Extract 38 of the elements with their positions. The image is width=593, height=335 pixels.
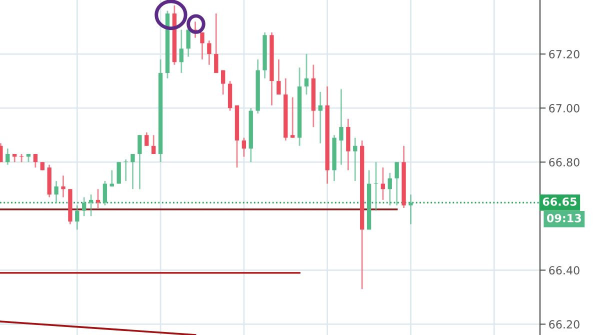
y-tick-label: 66.40 — [549, 266, 580, 275]
candlestick — [214, 12, 218, 74]
candlestick — [221, 70, 226, 96]
candlestick — [408, 194, 413, 225]
candlestick — [207, 40, 212, 66]
candlestick — [54, 180, 58, 204]
y-tick-label: 66.20 — [549, 320, 580, 329]
candlestick — [6, 148, 10, 166]
candlestick — [242, 137, 246, 158]
candlestick — [290, 96, 295, 138]
candlestick — [318, 91, 322, 144]
candlestick — [75, 204, 80, 230]
candlestick — [179, 29, 184, 74]
y-tick-label: 66.80 — [549, 158, 580, 166]
candlestick — [394, 161, 399, 206]
candlestick — [130, 153, 135, 190]
candlestick — [144, 132, 149, 147]
candlestick — [33, 153, 38, 168]
candlestick — [353, 137, 358, 182]
candlestick — [339, 88, 344, 166]
candlestick — [380, 166, 386, 201]
candlestick — [304, 53, 309, 96]
candlestick — [110, 170, 114, 188]
text: 09:13 — [547, 214, 581, 222]
candlestick — [138, 134, 142, 190]
candlestick — [124, 158, 128, 182]
candlestick — [276, 58, 281, 96]
candlestick — [186, 26, 190, 58]
candlestick — [200, 32, 204, 60]
y-tick-label: 67.00 — [549, 104, 580, 112]
candlestick — [388, 172, 392, 206]
candlestick — [152, 134, 156, 155]
candlestick — [82, 196, 86, 217]
y-tick-label: 67.20 — [549, 50, 580, 58]
candlestick — [116, 161, 121, 184]
candlestick — [61, 174, 66, 198]
candlestick — [102, 180, 108, 206]
ref-line-label: 66.65 — [542, 197, 577, 206]
